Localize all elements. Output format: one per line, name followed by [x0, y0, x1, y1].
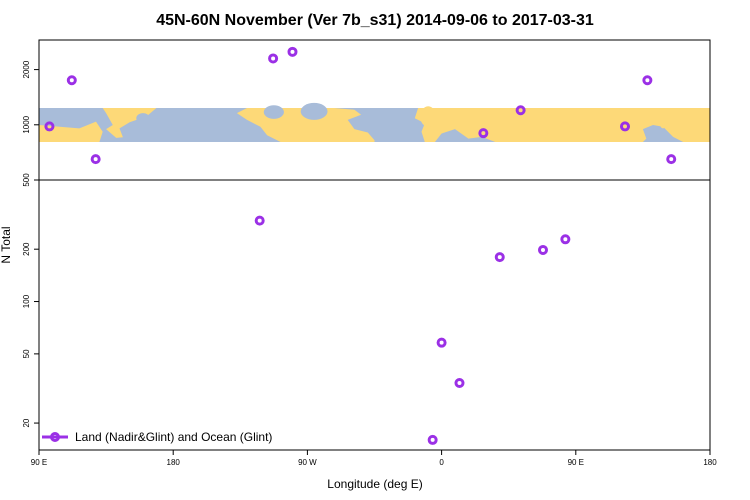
x-tick-label: 0	[439, 458, 444, 467]
y-tick-label: 50	[22, 349, 31, 358]
data-point	[537, 244, 548, 255]
x-tick-label: 90 E	[568, 458, 584, 467]
y-axis-label: N Total	[0, 226, 13, 263]
landmass-asia-west	[39, 108, 157, 138]
landmass-asia-west-south	[39, 121, 103, 142]
top-y-axis: 1000 2000	[22, 60, 39, 134]
map-detail	[659, 111, 668, 129]
data-point	[287, 46, 298, 57]
bottom-panel-points	[254, 215, 571, 445]
data-point	[436, 337, 447, 348]
chart-title: 45N-60N November (Ver 7b_s31) 2014-09-06…	[156, 12, 594, 29]
map-detail	[130, 127, 147, 142]
data-point	[427, 434, 438, 445]
map-detail	[263, 105, 284, 119]
data-point	[560, 234, 571, 245]
y-tick-label: 20	[22, 418, 31, 427]
y-tick-label: 500	[22, 173, 31, 187]
x-tick-label: 180	[703, 458, 717, 467]
data-point	[90, 154, 101, 165]
legend-marker	[50, 432, 60, 442]
data-point	[268, 53, 279, 64]
data-point	[515, 105, 526, 116]
x-tick-label: 90 W	[298, 458, 317, 467]
landmass-europe-asia	[414, 108, 710, 142]
legend: Land (Nadir&Glint) and Ocean (Glint)	[42, 430, 272, 444]
x-tick-label: 180	[167, 458, 181, 467]
data-point	[478, 128, 489, 139]
data-point	[44, 121, 55, 132]
y-tick-label: 1000	[22, 115, 31, 133]
x-axis: 90 E 180 90 W 0 90 E 180	[31, 450, 717, 467]
map-detail	[300, 102, 328, 120]
x-tick-label: 90 E	[31, 458, 47, 467]
data-point	[494, 252, 505, 263]
x-axis-label: Longitude (deg E)	[327, 477, 422, 491]
top-panel: 1000 2000	[22, 46, 710, 165]
data-point	[66, 75, 77, 86]
y-tick-label: 2000	[22, 60, 31, 78]
map-detail	[136, 113, 150, 124]
plot-frame	[38, 39, 711, 451]
data-point	[642, 75, 653, 86]
legend-label: Land (Nadir&Glint) and Ocean (Glint)	[75, 430, 272, 444]
y-tick-label: 100	[22, 294, 31, 308]
data-point	[454, 377, 465, 388]
data-point	[620, 121, 631, 132]
world-map-band	[39, 102, 710, 142]
bottom-y-axis: 20 50 100 200 500	[22, 173, 39, 428]
y-tick-label: 200	[22, 242, 31, 256]
data-point	[666, 154, 677, 165]
bottom-panel: 20 50 100 200 500 90 E 180 90 W 0 90 E 180	[22, 173, 717, 467]
top-panel-points	[44, 46, 677, 165]
map-detail	[420, 106, 437, 127]
data-point	[254, 215, 265, 226]
